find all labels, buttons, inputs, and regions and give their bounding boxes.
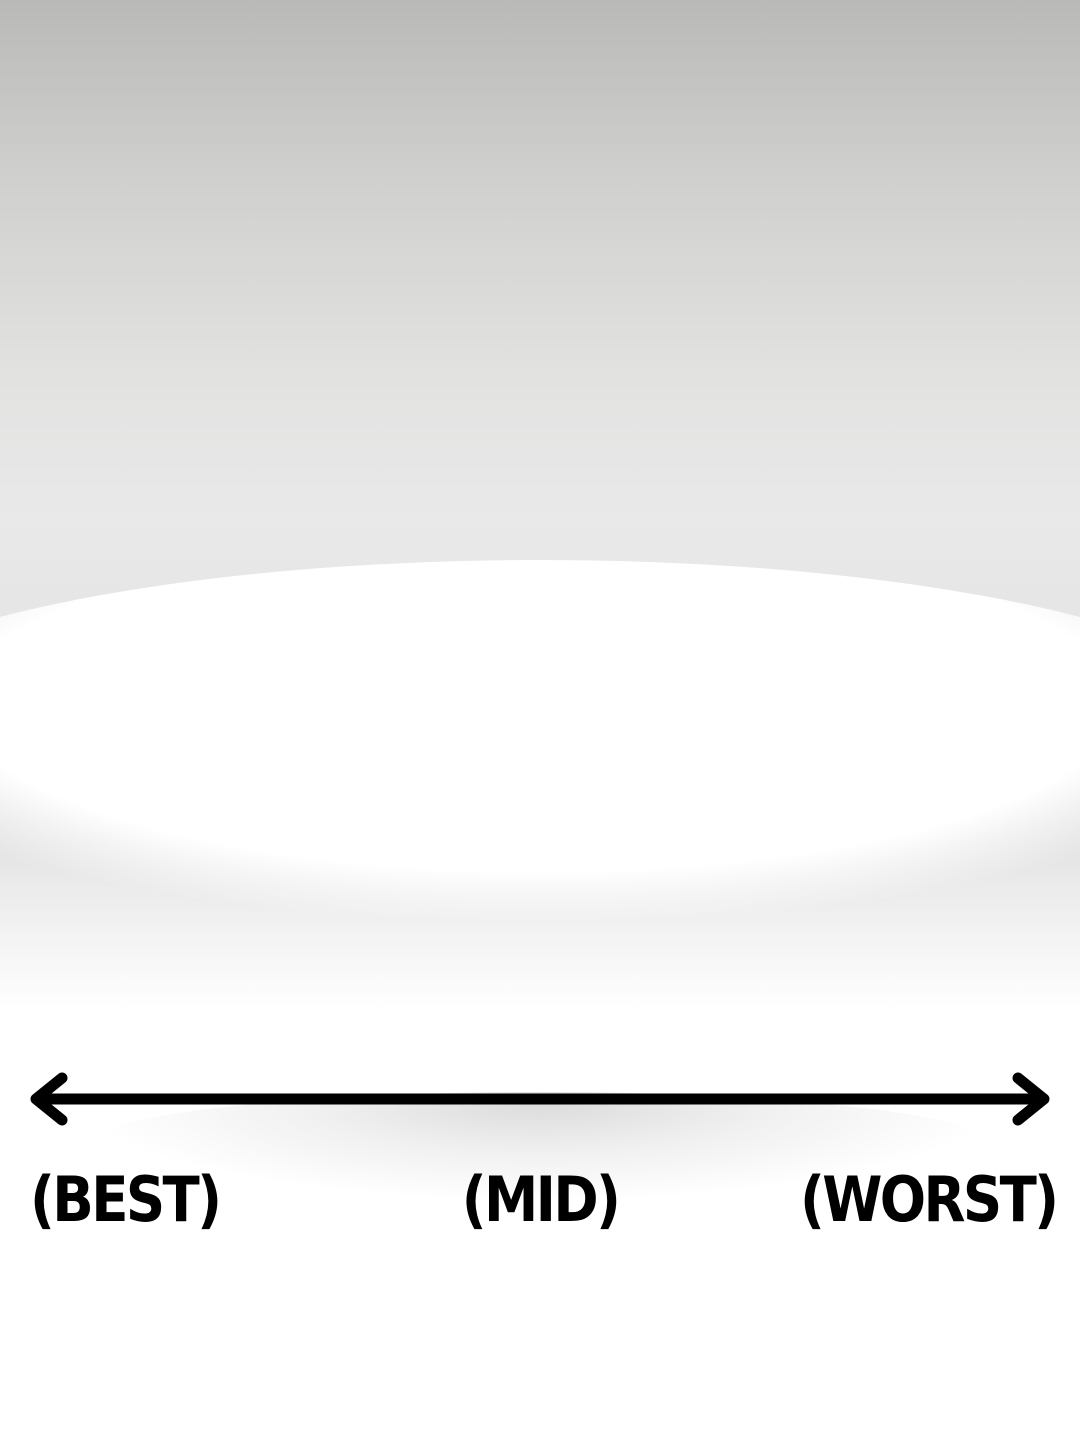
arrow-left-icon xyxy=(30,1072,68,1126)
arrow-right-icon xyxy=(1012,1072,1050,1126)
double-arrow-axis xyxy=(30,1072,1050,1126)
label-mid: (MID) xyxy=(461,1163,621,1236)
axis-shadow xyxy=(80,1092,1000,1202)
label-worst: (WORST) xyxy=(799,1163,1059,1236)
label-best: (BEST) xyxy=(30,1163,222,1236)
